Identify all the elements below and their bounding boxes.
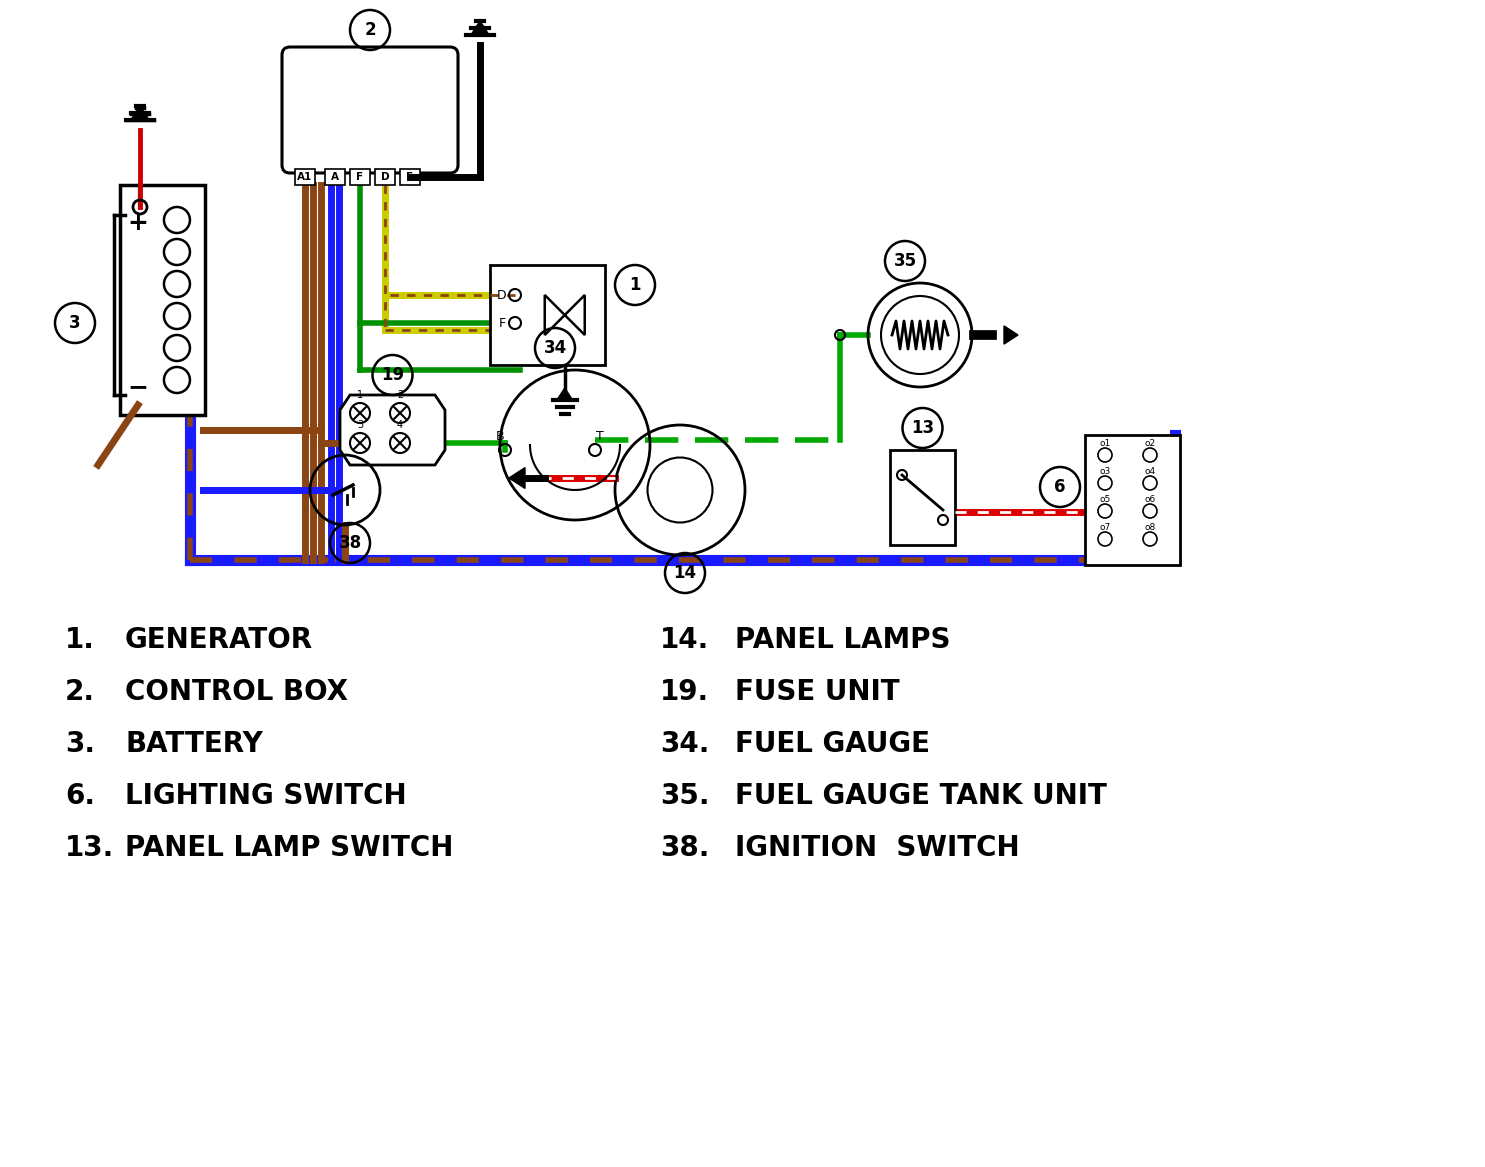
Text: 34: 34 [544, 338, 567, 357]
FancyBboxPatch shape [296, 169, 315, 186]
Text: o3: o3 [1099, 467, 1111, 475]
FancyBboxPatch shape [325, 169, 345, 186]
Text: F: F [499, 316, 505, 329]
Text: 19: 19 [382, 366, 404, 384]
Polygon shape [340, 394, 446, 464]
Text: BATTERY: BATTERY [125, 731, 263, 759]
Text: 2.: 2. [65, 678, 95, 706]
Polygon shape [509, 468, 526, 489]
Text: 35.: 35. [659, 782, 710, 810]
FancyBboxPatch shape [282, 47, 457, 173]
Text: F: F [356, 172, 364, 182]
Text: 1.: 1. [65, 626, 95, 654]
Text: LIGHTING SWITCH: LIGHTING SWITCH [125, 782, 407, 810]
Text: 2: 2 [364, 21, 376, 39]
Text: 38.: 38. [659, 834, 710, 862]
Text: FUSE UNIT: FUSE UNIT [735, 678, 900, 706]
Text: PANEL LAMP SWITCH: PANEL LAMP SWITCH [125, 834, 453, 862]
Text: A: A [331, 172, 339, 182]
Text: o1: o1 [1099, 439, 1111, 447]
Text: 38: 38 [339, 534, 361, 552]
Text: o8: o8 [1145, 523, 1155, 531]
FancyBboxPatch shape [376, 169, 395, 186]
FancyBboxPatch shape [1086, 435, 1181, 565]
Text: −: − [128, 375, 148, 399]
Text: D: D [380, 172, 389, 182]
Text: FUEL GAUGE TANK UNIT: FUEL GAUGE TANK UNIT [735, 782, 1106, 810]
Polygon shape [131, 106, 148, 120]
FancyBboxPatch shape [350, 169, 370, 186]
Text: E: E [407, 172, 413, 182]
Text: 6.: 6. [65, 782, 95, 810]
Text: o7: o7 [1099, 523, 1111, 531]
FancyBboxPatch shape [490, 265, 604, 365]
Text: 34.: 34. [659, 731, 710, 759]
Text: IGNITION  SWITCH: IGNITION SWITCH [735, 834, 1020, 862]
Text: 35: 35 [894, 252, 916, 270]
Text: o4: o4 [1145, 467, 1155, 475]
Text: 1: 1 [630, 277, 640, 294]
FancyBboxPatch shape [120, 186, 205, 415]
Text: 14.: 14. [659, 626, 710, 654]
Text: 3: 3 [70, 314, 80, 331]
FancyBboxPatch shape [399, 169, 420, 186]
Text: 3.: 3. [65, 731, 95, 759]
Text: B: B [496, 429, 505, 442]
Text: 13.: 13. [65, 834, 114, 862]
Text: A1: A1 [297, 172, 313, 182]
Text: 4: 4 [396, 420, 402, 429]
Text: FUEL GAUGE: FUEL GAUGE [735, 731, 930, 759]
Polygon shape [471, 21, 489, 35]
Text: 19.: 19. [659, 678, 710, 706]
Polygon shape [557, 387, 573, 400]
Polygon shape [1004, 326, 1019, 344]
Text: 14: 14 [673, 564, 696, 582]
Text: o6: o6 [1145, 495, 1155, 503]
Text: 6: 6 [1054, 478, 1066, 496]
Text: 3: 3 [356, 420, 362, 429]
Text: T: T [595, 429, 604, 442]
Text: 1: 1 [356, 390, 362, 400]
Text: o5: o5 [1099, 495, 1111, 503]
Text: o2: o2 [1145, 439, 1155, 447]
Text: GENERATOR: GENERATOR [125, 626, 313, 654]
Text: 2: 2 [396, 390, 402, 400]
Text: +: + [128, 211, 148, 235]
FancyBboxPatch shape [890, 450, 955, 545]
Text: PANEL LAMPS: PANEL LAMPS [735, 626, 950, 654]
Text: D: D [497, 288, 506, 301]
Text: 13: 13 [910, 419, 934, 436]
Text: CONTROL BOX: CONTROL BOX [125, 678, 347, 706]
